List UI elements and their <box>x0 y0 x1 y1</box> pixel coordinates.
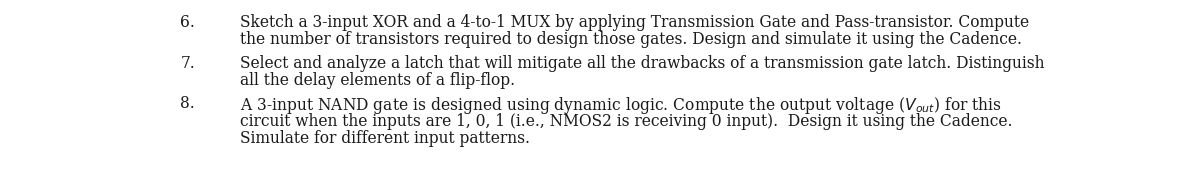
Text: Simulate for different input patterns.: Simulate for different input patterns. <box>240 130 530 147</box>
Text: Select and analyze a latch that will mitigate all the drawbacks of a transmissio: Select and analyze a latch that will mit… <box>240 54 1044 71</box>
Text: 7.: 7. <box>180 54 194 71</box>
Text: circuit when the inputs are 1, 0, 1 (i.e., NMOS2 is receiving 0 input).  Design : circuit when the inputs are 1, 0, 1 (i.e… <box>240 113 1013 129</box>
Text: Sketch a 3-input XOR and a 4-to-1 MUX by applying Transmission Gate and Pass-tra: Sketch a 3-input XOR and a 4-to-1 MUX by… <box>240 14 1030 31</box>
Text: all the delay elements of a flip-flop.: all the delay elements of a flip-flop. <box>240 72 515 89</box>
Text: A 3-input NAND gate is designed using dynamic logic. Compute the output voltage : A 3-input NAND gate is designed using dy… <box>240 95 1002 116</box>
Text: 6.: 6. <box>180 14 194 31</box>
Text: the number of transistors required to design those gates. Design and simulate it: the number of transistors required to de… <box>240 31 1022 49</box>
Text: 8.: 8. <box>180 95 194 112</box>
